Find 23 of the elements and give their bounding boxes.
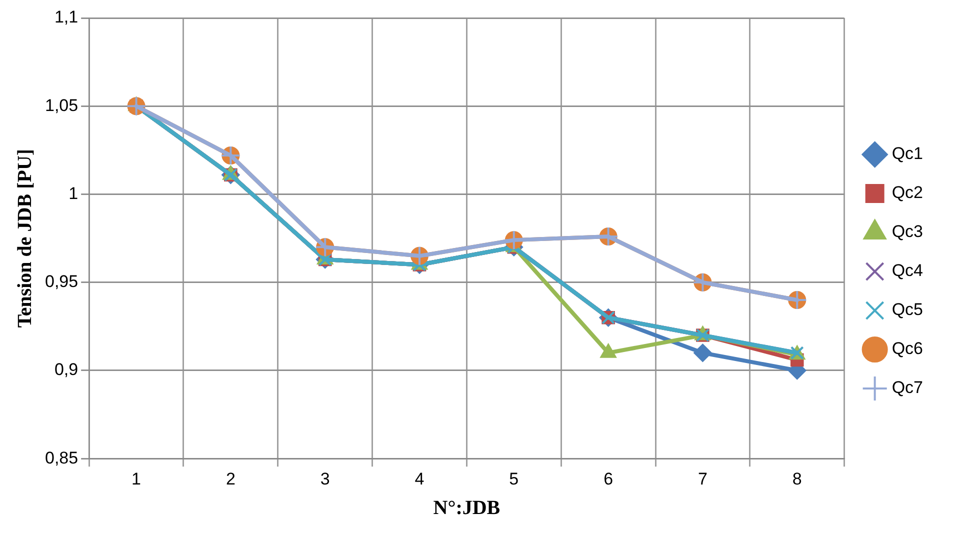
x-tick-label: 7 bbox=[698, 469, 708, 488]
legend-label: Qc4 bbox=[892, 261, 924, 280]
x-tick-label: 3 bbox=[320, 469, 330, 488]
y-tick-label: 0,85 bbox=[44, 448, 78, 468]
x-axis-title: N°:JDB bbox=[433, 497, 500, 520]
legend-label: Qc1 bbox=[892, 144, 924, 164]
y-tick-label: 0,9 bbox=[54, 360, 78, 380]
y-tick-label: 1,05 bbox=[44, 96, 78, 115]
y-tick-label: 1,1 bbox=[54, 8, 78, 27]
legend-label: Qc3 bbox=[892, 222, 924, 242]
x-tick-label: 1 bbox=[132, 469, 142, 488]
legend-label: Qc5 bbox=[892, 300, 924, 320]
y-tick-label: 0,95 bbox=[44, 272, 78, 292]
y-axis-title: Tension de JDB [PU] bbox=[14, 148, 36, 328]
legend-label: Qc2 bbox=[892, 183, 924, 202]
x-tick-label: 5 bbox=[509, 469, 519, 488]
legend-label: Qc7 bbox=[892, 378, 924, 398]
x-tick-label: 6 bbox=[604, 469, 614, 488]
x-tick-label: 4 bbox=[414, 469, 424, 488]
y-tick-label: 1 bbox=[68, 184, 78, 203]
x-tick-label: 2 bbox=[226, 469, 236, 488]
legend-label: Qc6 bbox=[892, 339, 924, 358]
x-tick-label: 8 bbox=[792, 469, 802, 488]
